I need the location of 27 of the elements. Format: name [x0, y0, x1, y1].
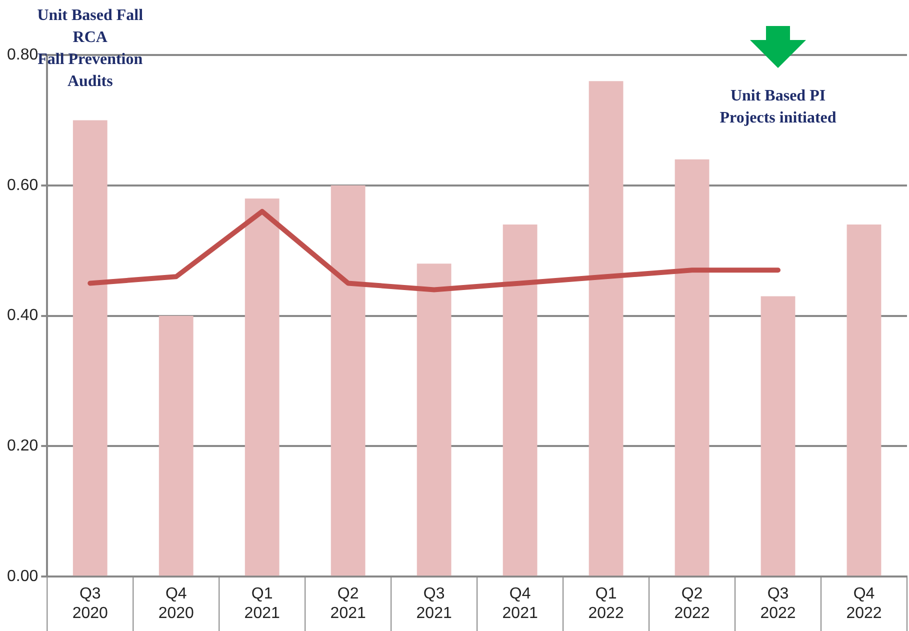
y-tick-label: 0.80 [7, 46, 38, 64]
x-tick-label: Q1 2022 [588, 586, 624, 622]
x-tick-label: Q4 2022 [846, 586, 882, 622]
x-tick-label: Q3 2020 [72, 586, 108, 622]
y-tick-label: 0.60 [7, 176, 38, 194]
annotation: Unit Based PI Projects initiated [720, 87, 836, 126]
x-tick-label: Q3 2022 [760, 586, 796, 622]
bar [846, 224, 882, 576]
bar [244, 198, 280, 576]
bar [330, 185, 366, 576]
bar [502, 224, 538, 576]
bar [416, 264, 452, 576]
x-tick-label: Q2 2021 [330, 586, 366, 622]
bar [588, 81, 624, 576]
annotation: Unit Based Fall RCA Fall Prevention Audits [37, 7, 144, 90]
y-tick-label: 0.20 [7, 438, 38, 455]
x-tick-label: Q2 2022 [674, 586, 710, 622]
y-tick-label: 0.00 [7, 568, 38, 586]
x-tick-label: Q4 2021 [502, 586, 538, 622]
x-tick-label: Q1 2021 [244, 586, 280, 622]
bar [72, 120, 108, 576]
bar [158, 316, 194, 576]
y-tick-label: 0.40 [7, 307, 38, 324]
x-tick-label: Q4 2020 [158, 586, 194, 622]
x-tick-label: Q3 2021 [416, 586, 452, 622]
bar [674, 159, 710, 576]
bar [760, 296, 796, 576]
